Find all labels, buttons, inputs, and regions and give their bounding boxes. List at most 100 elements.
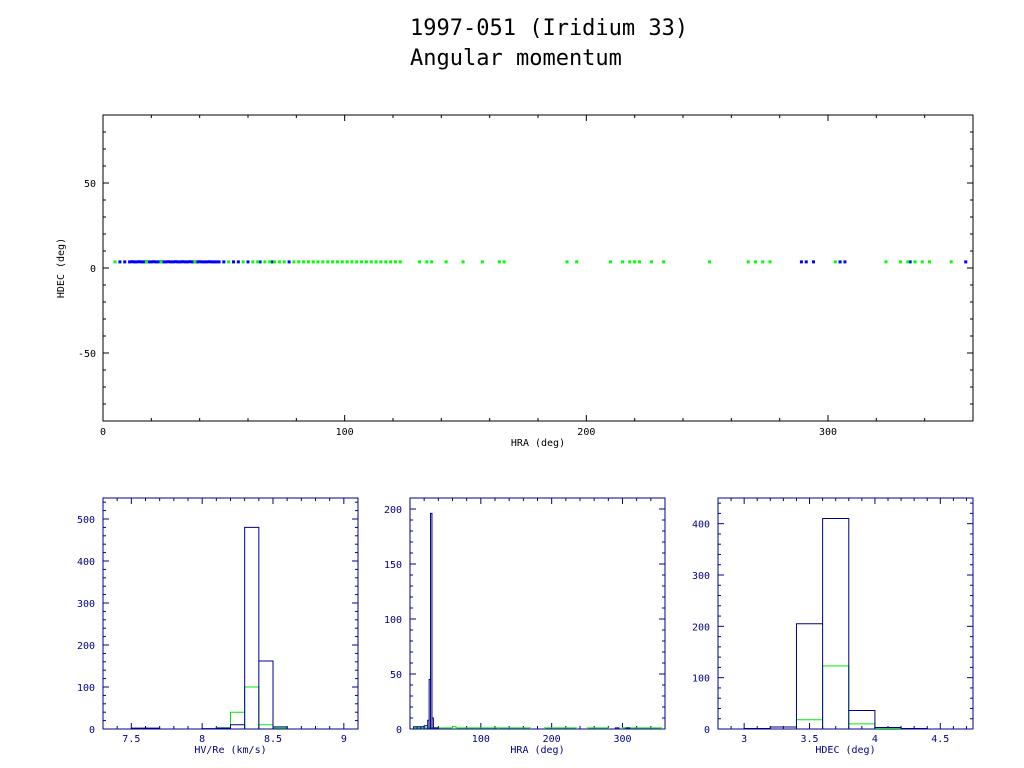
- x-tick-label: 200: [577, 427, 595, 438]
- hist-frame: [409, 497, 666, 730]
- scatter-point-blue: [154, 260, 158, 264]
- scatter-point-green: [335, 260, 339, 264]
- scatter-point-blue: [169, 260, 173, 264]
- scatter-point-blue: [207, 260, 211, 264]
- x-tick-label: 3.5: [801, 734, 819, 745]
- y-tick-label: 400: [77, 557, 95, 568]
- scatter-point-blue: [287, 260, 291, 264]
- scatter-point-green: [292, 260, 296, 264]
- scatter-point-green: [379, 260, 383, 264]
- scatter-point-blue: [205, 260, 209, 264]
- scatter-point-blue: [258, 260, 262, 264]
- scatter-point-blue: [130, 260, 134, 264]
- plot-frame: [102, 114, 974, 422]
- y-tick-label: 0: [704, 725, 710, 736]
- hist-bars-blue: [130, 526, 288, 730]
- x-tick-label: 300: [819, 427, 837, 438]
- chart-subtitle: Angular momentum: [410, 46, 622, 71]
- scatter-point-blue: [190, 260, 194, 264]
- scatter-point-green: [761, 260, 765, 264]
- scatter-point-blue: [210, 260, 214, 264]
- x-tick-label: 200: [543, 734, 561, 745]
- scatter-point-green: [708, 260, 712, 264]
- scatter-point-green: [256, 260, 260, 264]
- scatter-point-green: [389, 260, 393, 264]
- scatter-point-blue: [195, 260, 199, 264]
- scatter-point-green: [282, 260, 286, 264]
- scatter-point-green: [268, 260, 272, 264]
- scatter-point-green: [273, 260, 277, 264]
- scatter-point-green: [251, 260, 255, 264]
- scatter-point-green: [306, 260, 310, 264]
- x-tick-label: 300: [613, 734, 631, 745]
- scatter-point-green: [360, 260, 364, 264]
- scatter-point-green: [565, 260, 569, 264]
- scatter-point-green: [369, 260, 373, 264]
- scatter-point-green: [444, 260, 448, 264]
- scatter-point-blue: [270, 260, 274, 264]
- scatter-point-blue: [137, 260, 141, 264]
- y-tick-label: 0: [396, 725, 402, 736]
- scatter-point-blue: [176, 260, 180, 264]
- y-tick-label: 400: [692, 520, 710, 531]
- scatter-point-blue: [181, 260, 185, 264]
- scatter-point-green: [949, 260, 953, 264]
- scatter-point-green: [297, 260, 301, 264]
- x-tick-label: 100: [336, 427, 354, 438]
- scatter-point-green: [480, 260, 484, 264]
- scatter-point-green: [575, 260, 579, 264]
- scatter-plot-hra-hdec: 0 100 200 300 -50 0 50 HRA (deg) HDEC (deg): [56, 114, 974, 449]
- scatter-point-blue: [843, 260, 847, 264]
- scatter-point-blue: [140, 260, 144, 264]
- x-tick-label: 100: [472, 734, 490, 745]
- scatter-point-blue: [203, 260, 206, 264]
- x-axis-title: HRA (deg): [511, 438, 565, 449]
- x-tick-label: 0: [100, 427, 106, 438]
- scatter-point-blue: [178, 260, 182, 264]
- scatter-point-green: [920, 260, 924, 264]
- x-tick-label: 4: [872, 734, 878, 745]
- scatter-point-green: [113, 260, 117, 264]
- scatter-point-blue: [183, 260, 187, 264]
- x-tick-label: 8.5: [264, 734, 282, 745]
- scatter-point-green: [241, 260, 245, 264]
- scatter-point-green: [418, 260, 422, 264]
- y-tick-label: 300: [77, 599, 95, 610]
- x-axis-title: HV/Re (km/s): [194, 745, 266, 756]
- scatter-point-green: [384, 260, 388, 264]
- x-axis-title: HRA (deg): [510, 745, 564, 756]
- scatter-point-blue: [236, 260, 240, 264]
- scatter-point-blue: [149, 260, 153, 264]
- y-tick-label: 0: [90, 264, 96, 275]
- y-tick-label: 200: [384, 505, 402, 516]
- y-tick-label: -50: [78, 349, 96, 360]
- scatter-point-green: [638, 260, 641, 264]
- y-tick-label: 0: [89, 725, 95, 736]
- scatter-point-green: [326, 260, 330, 264]
- scatter-point-green: [633, 260, 637, 264]
- scatter-point-green: [628, 260, 632, 264]
- scatter-point-green: [497, 260, 501, 264]
- y-tick-label: 50: [84, 179, 96, 190]
- scatter-point-blue: [161, 260, 165, 264]
- scatter-point-blue: [147, 260, 151, 264]
- y-tick-label: 500: [77, 515, 95, 526]
- scatter-point-green: [502, 260, 506, 264]
- scatter-point-blue: [908, 260, 912, 264]
- scatter-point-green: [913, 260, 917, 264]
- x-tick-label: 9: [341, 734, 347, 745]
- x-axis-title: HDEC (deg): [815, 745, 875, 756]
- scatter-point-blue: [188, 260, 192, 264]
- scatter-point-green: [145, 260, 148, 264]
- scatter-point-blue: [166, 260, 170, 264]
- scatter-point-green: [746, 260, 750, 264]
- scatter-point-blue: [118, 260, 122, 264]
- y-tick-label: 50: [390, 670, 402, 681]
- hist-bars-blue: [413, 512, 631, 729]
- scatter-point-green: [340, 260, 344, 264]
- scatter-point-blue: [232, 260, 235, 264]
- x-tick-label: 7.5: [122, 734, 140, 745]
- scatter-point-green: [768, 260, 772, 264]
- y-tick-label: 200: [77, 641, 95, 652]
